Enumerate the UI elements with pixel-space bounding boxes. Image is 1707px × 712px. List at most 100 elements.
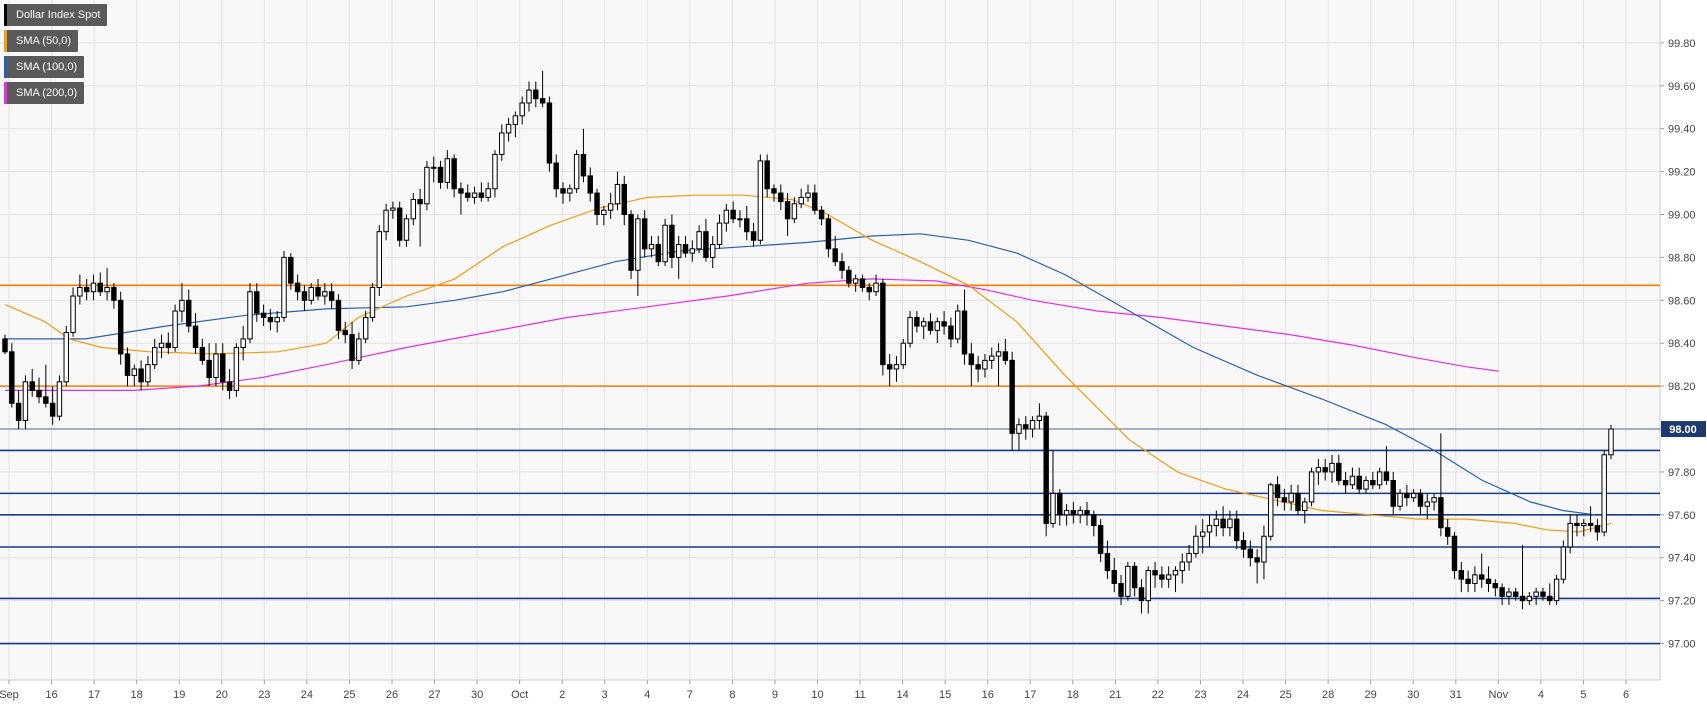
candle-body-down xyxy=(478,192,485,198)
candle-body-down xyxy=(1220,518,1226,529)
candle-body-up xyxy=(403,218,410,241)
x-tick-label: 29 xyxy=(1365,689,1377,701)
x-tick-label: 10 xyxy=(811,689,823,701)
candle-body-up xyxy=(1376,471,1383,486)
candle-body-down xyxy=(866,286,872,293)
candle-body-down xyxy=(458,188,464,194)
candle-body-down xyxy=(703,231,709,258)
candle-body-up xyxy=(383,209,389,233)
candle-body-down xyxy=(669,224,675,258)
legend-label-sma200: SMA (200,0) xyxy=(16,87,78,99)
candle-body-down xyxy=(730,209,736,220)
x-tick-label: 15 xyxy=(939,689,951,701)
candle-body-down xyxy=(594,192,600,216)
x-tick-label: 24 xyxy=(301,689,313,701)
candle-body-up xyxy=(601,209,607,216)
candle-body-up xyxy=(485,188,491,198)
candle-body-up xyxy=(1016,424,1022,434)
y-tick-label: 97.20 xyxy=(1668,596,1696,608)
candle-body-down xyxy=(1152,570,1158,576)
legend-swatch-sma200 xyxy=(4,82,7,104)
legend: Dollar Index Spot SMA (50,0) SMA (100,0)… xyxy=(4,4,108,108)
candle-body-up xyxy=(1560,546,1567,580)
candle-body-down xyxy=(186,299,192,327)
x-tick-label: 31 xyxy=(1450,689,1462,701)
legend-item-sma200[interactable]: SMA (200,0) xyxy=(4,82,85,104)
candle-body-up xyxy=(90,282,97,293)
candle-body-up xyxy=(1165,574,1172,580)
candle-body-up xyxy=(1050,492,1056,524)
x-tick-label: 30 xyxy=(471,689,483,701)
candle-body-up xyxy=(505,123,512,134)
candle-body-down xyxy=(1417,492,1424,507)
candle-body-up xyxy=(376,231,382,288)
candle-body-up xyxy=(1227,518,1233,529)
x-tick-label: 7 xyxy=(687,689,693,701)
candle-body-up xyxy=(152,347,158,366)
legend-item-sma50[interactable]: SMA (50,0) xyxy=(4,30,79,52)
candle-body-down xyxy=(226,381,233,391)
sma100-line xyxy=(5,233,1595,516)
candle-body-down xyxy=(294,282,301,293)
candle-body-up xyxy=(1581,522,1587,527)
candle-body-down xyxy=(621,183,627,216)
candle-body-down xyxy=(1281,497,1288,503)
y-tick-label: 99.80 xyxy=(1668,38,1696,50)
candle-body-down xyxy=(1492,582,1499,589)
x-tick-label: 24 xyxy=(1237,689,1249,701)
candle-body-up xyxy=(172,310,178,349)
candle-body-up xyxy=(158,342,165,349)
candle-body-up xyxy=(1172,570,1179,576)
candle-body-up xyxy=(1410,492,1417,499)
candle-body-down xyxy=(1574,522,1580,527)
y-tick-label: 99.00 xyxy=(1668,210,1696,222)
candle-body-down xyxy=(546,102,553,164)
legend-item-sma100[interactable]: SMA (100,0) xyxy=(4,56,85,78)
candle-body-up xyxy=(410,198,417,220)
candle-body-down xyxy=(744,218,750,233)
candle-body-up xyxy=(1526,595,1533,602)
y-tick-label: 97.00 xyxy=(1668,639,1696,651)
candle-body-down xyxy=(1043,415,1049,524)
candle-body-down xyxy=(396,207,403,241)
candle-body-down xyxy=(553,162,559,190)
candle-body-up xyxy=(737,218,743,221)
candle-body-down xyxy=(342,329,348,336)
candle-body-up xyxy=(1063,510,1070,516)
y-tick-label: 99.60 xyxy=(1668,81,1696,93)
candle-body-up xyxy=(900,342,906,366)
candle-body-down xyxy=(1234,518,1240,542)
candle-body-up xyxy=(322,291,328,297)
candle-body-up xyxy=(995,351,1002,357)
candle-body-down xyxy=(206,359,212,379)
candle-body-down xyxy=(1587,522,1594,527)
candle-body-down xyxy=(1118,582,1124,597)
legend-swatch-sma100 xyxy=(4,56,7,78)
candle-body-up xyxy=(1329,462,1335,473)
candle-body-down xyxy=(1295,492,1301,512)
candle-body-down xyxy=(111,286,117,301)
candle-body-up xyxy=(1179,561,1185,572)
candle-body-down xyxy=(1451,535,1458,572)
candle-body-down xyxy=(1131,565,1138,589)
candle-body-up xyxy=(798,196,804,205)
candle-body-down xyxy=(1594,525,1601,533)
candle-body-down xyxy=(451,158,457,190)
candle-body-up xyxy=(757,160,764,241)
candle-body-down xyxy=(1404,492,1410,499)
legend-label-dollar-index: Dollar Index Spot xyxy=(16,9,101,21)
y-tick-label: 99.20 xyxy=(1668,167,1696,179)
candle-body-up xyxy=(1431,497,1437,503)
candle-body-up xyxy=(607,203,614,211)
candle-body-up xyxy=(247,291,253,340)
x-tick-label: 18 xyxy=(1067,689,1079,701)
candle-body-down xyxy=(417,198,423,205)
legend-item-dollar-index[interactable]: Dollar Index Spot xyxy=(4,4,108,26)
candle-body-down xyxy=(1547,595,1553,602)
candle-body-up xyxy=(512,115,519,125)
candle-body-up xyxy=(1567,522,1573,548)
x-tick-label: 23 xyxy=(1194,689,1206,701)
x-tick-label: 26 xyxy=(386,689,398,701)
candle-body-down xyxy=(83,286,90,293)
candle-body-down xyxy=(655,244,661,263)
